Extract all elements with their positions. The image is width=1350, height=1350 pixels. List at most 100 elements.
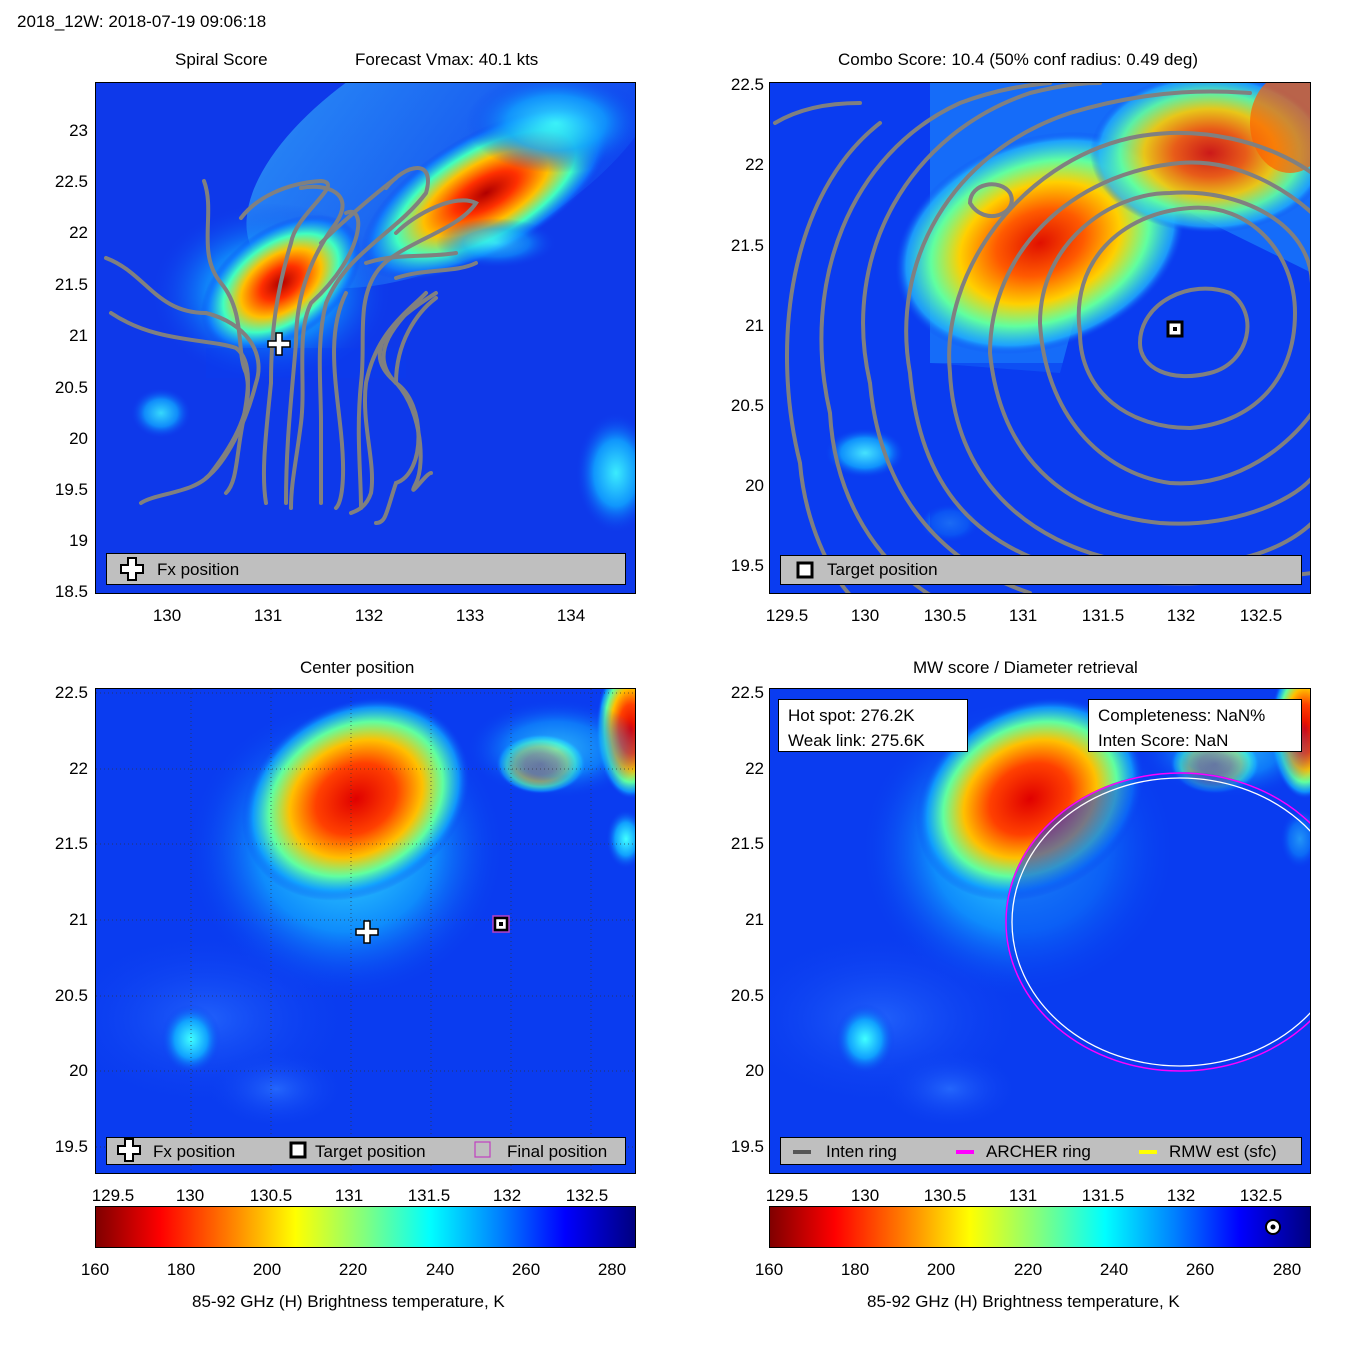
xtick: 130 xyxy=(152,606,182,625)
colorbar-left-label: 85-92 GHz (H) Brightness temperature, K xyxy=(192,1292,505,1311)
figure-title: 2018_12W: 2018-07-19 09:06:18 xyxy=(17,12,267,31)
fx-legend-label: Fx position xyxy=(157,560,240,579)
ytick: 21.5 xyxy=(54,275,88,294)
final-legend-label: Final position xyxy=(507,1142,608,1161)
spiral-plot: Fx position xyxy=(95,82,636,594)
xtick: 131 xyxy=(1008,606,1038,625)
ytick: 22 xyxy=(745,759,764,778)
combo-title: Combo Score: 10.4 (50% conf radius: 0.49… xyxy=(838,50,1199,69)
ytick: 20 xyxy=(69,1061,88,1080)
center-plot: Fx position Target position Final positi… xyxy=(95,688,636,1174)
xtick: 131 xyxy=(1008,1186,1038,1205)
xtick: 132 xyxy=(354,606,384,625)
target-legend-label: Target position xyxy=(315,1142,426,1161)
xtick: 130.5 xyxy=(249,1186,293,1205)
cbar-tick: 240 xyxy=(425,1260,455,1279)
rmw-swatch xyxy=(1139,1150,1157,1154)
weak-link-text: Weak link: 275.6K xyxy=(788,731,925,750)
inten-score-text: Inten Score: NaN xyxy=(1098,731,1229,750)
ytick: 23 xyxy=(69,121,88,140)
colorbar-indicator-icon xyxy=(1265,1219,1281,1235)
combo-legend: Target position xyxy=(780,555,1302,585)
cbar-tick: 220 xyxy=(1013,1260,1043,1279)
mw-plot: Hot spot: 276.2K Weak link: 275.6K Compl… xyxy=(769,688,1311,1174)
ytick: 21 xyxy=(745,316,764,335)
rmw-ring xyxy=(1011,777,1310,1067)
ytick: 22 xyxy=(69,759,88,778)
xtick: 131.5 xyxy=(1081,1186,1125,1205)
xtick: 131.5 xyxy=(1081,606,1125,625)
mw-info-right: Completeness: NaN% Inten Score: NaN xyxy=(1088,699,1302,752)
archer-ring xyxy=(1005,772,1310,1072)
xtick: 130.5 xyxy=(923,606,967,625)
hot-spot-text: Hot spot: 276.2K xyxy=(788,706,915,725)
ytick: 19 xyxy=(69,531,88,550)
spiral-legend: Fx position xyxy=(106,553,626,585)
archer-ring-swatch xyxy=(956,1150,974,1154)
final-legend-icon xyxy=(474,1141,491,1158)
fx-legend-icon xyxy=(120,557,144,581)
fx-legend-icon xyxy=(117,1138,141,1162)
ytick: 19.5 xyxy=(730,1137,764,1156)
final-target-marker xyxy=(492,915,510,933)
xtick: 132 xyxy=(1166,606,1196,625)
mw-legend: Inten ring ARCHER ring RMW est (sfc) xyxy=(780,1137,1302,1165)
ytick: 20.5 xyxy=(730,396,764,415)
ytick: 19.5 xyxy=(54,480,88,499)
colorbar-right-label: 85-92 GHz (H) Brightness temperature, K xyxy=(867,1292,1180,1311)
center-title: Center position xyxy=(300,658,415,677)
ytick: 20 xyxy=(745,1061,764,1080)
xtick: 132.5 xyxy=(1239,606,1283,625)
cbar-tick: 200 xyxy=(252,1260,282,1279)
ytick: 19.5 xyxy=(730,556,764,575)
cbar-tick: 260 xyxy=(1185,1260,1215,1279)
ytick: 19.5 xyxy=(54,1137,88,1156)
target-legend-icon xyxy=(796,561,814,579)
xtick: 130 xyxy=(175,1186,205,1205)
cbar-tick: 260 xyxy=(511,1260,541,1279)
ytick: 20.5 xyxy=(54,986,88,1005)
xtick: 132.5 xyxy=(565,1186,609,1205)
ytick: 21.5 xyxy=(730,834,764,853)
xtick: 134 xyxy=(556,606,586,625)
ytick: 21 xyxy=(69,326,88,345)
xtick: 132 xyxy=(1166,1186,1196,1205)
cbar-tick: 160 xyxy=(754,1260,784,1279)
xtick: 129.5 xyxy=(765,1186,809,1205)
ytick: 20.5 xyxy=(730,986,764,1005)
ytick: 22 xyxy=(69,223,88,242)
xtick: 130 xyxy=(850,1186,880,1205)
cbar-tick: 200 xyxy=(926,1260,956,1279)
ytick: 22.5 xyxy=(54,683,88,702)
mw-info-left: Hot spot: 276.2K Weak link: 275.6K xyxy=(778,699,968,752)
ytick: 22.5 xyxy=(54,172,88,191)
xtick: 130.5 xyxy=(923,1186,967,1205)
xtick: 129.5 xyxy=(765,606,809,625)
target-position-marker xyxy=(1166,320,1184,338)
center-legend: Fx position Target position Final positi… xyxy=(106,1137,626,1165)
cbar-tick: 240 xyxy=(1099,1260,1129,1279)
ytick: 20.5 xyxy=(54,378,88,397)
xtick: 132 xyxy=(492,1186,522,1205)
ytick: 22.5 xyxy=(730,683,764,702)
ytick: 22 xyxy=(745,155,764,174)
spiral-vmax: Forecast Vmax: 40.1 kts xyxy=(355,50,539,69)
mw-title: MW score / Diameter retrieval xyxy=(913,658,1138,677)
cbar-tick: 280 xyxy=(597,1260,627,1279)
cbar-tick: 220 xyxy=(338,1260,368,1279)
xtick: 131 xyxy=(253,606,283,625)
cbar-tick: 280 xyxy=(1272,1260,1302,1279)
ytick: 21 xyxy=(745,910,764,929)
ytick: 20 xyxy=(745,476,764,495)
xtick: 131 xyxy=(334,1186,364,1205)
cbar-tick: 160 xyxy=(80,1260,110,1279)
combo-plot: Target position xyxy=(769,82,1311,594)
rmw-label: RMW est (sfc) xyxy=(1169,1142,1277,1161)
archer-ring-label: ARCHER ring xyxy=(986,1142,1091,1161)
ytick: 22.5 xyxy=(730,75,764,94)
colorbar-right xyxy=(769,1206,1311,1248)
spiral-contours xyxy=(104,166,479,525)
ytick: 21.5 xyxy=(54,834,88,853)
fx-position-marker xyxy=(355,920,379,944)
cbar-tick: 180 xyxy=(840,1260,870,1279)
